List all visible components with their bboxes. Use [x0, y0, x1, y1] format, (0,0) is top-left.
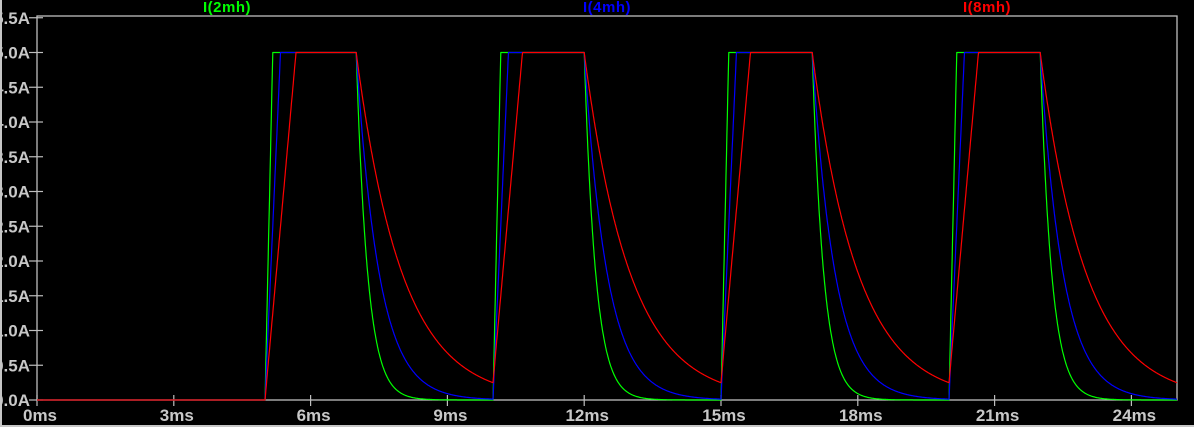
window-border-bottom — [0, 425, 1194, 427]
y-tick-label: 4.0A — [0, 113, 30, 132]
x-tick-label: 6ms — [297, 406, 331, 425]
legend-item-i2mh[interactable]: I(2mh) — [203, 0, 251, 16]
x-tick-label: 21ms — [976, 406, 1019, 425]
trace-i8mh — [36, 51, 1178, 401]
legend-item-i8mh[interactable]: I(8mh) — [963, 0, 1011, 16]
y-tick-label: 2.5A — [0, 217, 30, 236]
x-tick-label: 15ms — [702, 406, 745, 425]
y-tick-label: 1.0A — [0, 322, 30, 341]
y-tick-label: 2.0A — [0, 252, 30, 271]
x-tick-label: 12ms — [565, 406, 608, 425]
y-tick-label: 1.5A — [0, 287, 30, 306]
legend-item-i4mh[interactable]: I(4mh) — [583, 0, 631, 16]
y-tick-label: 0.0A — [0, 391, 30, 410]
x-tick-label: 9ms — [433, 406, 467, 425]
x-tick-label: 0ms — [23, 406, 57, 425]
plot-border — [36, 15, 1178, 401]
y-tick-label: 3.0A — [0, 183, 30, 202]
window-border-left — [0, 0, 2, 427]
trace-i4mh — [36, 51, 1178, 401]
trace-legend: I(2mh) I(4mh) I(8mh) — [37, 0, 1177, 16]
y-tick-label: 5.0A — [0, 44, 30, 63]
x-tick-label: 24ms — [1113, 406, 1156, 425]
trace-i2mh — [36, 51, 1178, 401]
x-tick-label: 18ms — [839, 406, 882, 425]
y-tick-label: 3.5A — [0, 148, 30, 167]
x-tick-label: 3ms — [160, 406, 194, 425]
y-tick-label: 4.5A — [0, 78, 30, 97]
y-tick-label: 0.5A — [0, 356, 30, 375]
y-tick-label: 5.5A — [0, 9, 30, 28]
